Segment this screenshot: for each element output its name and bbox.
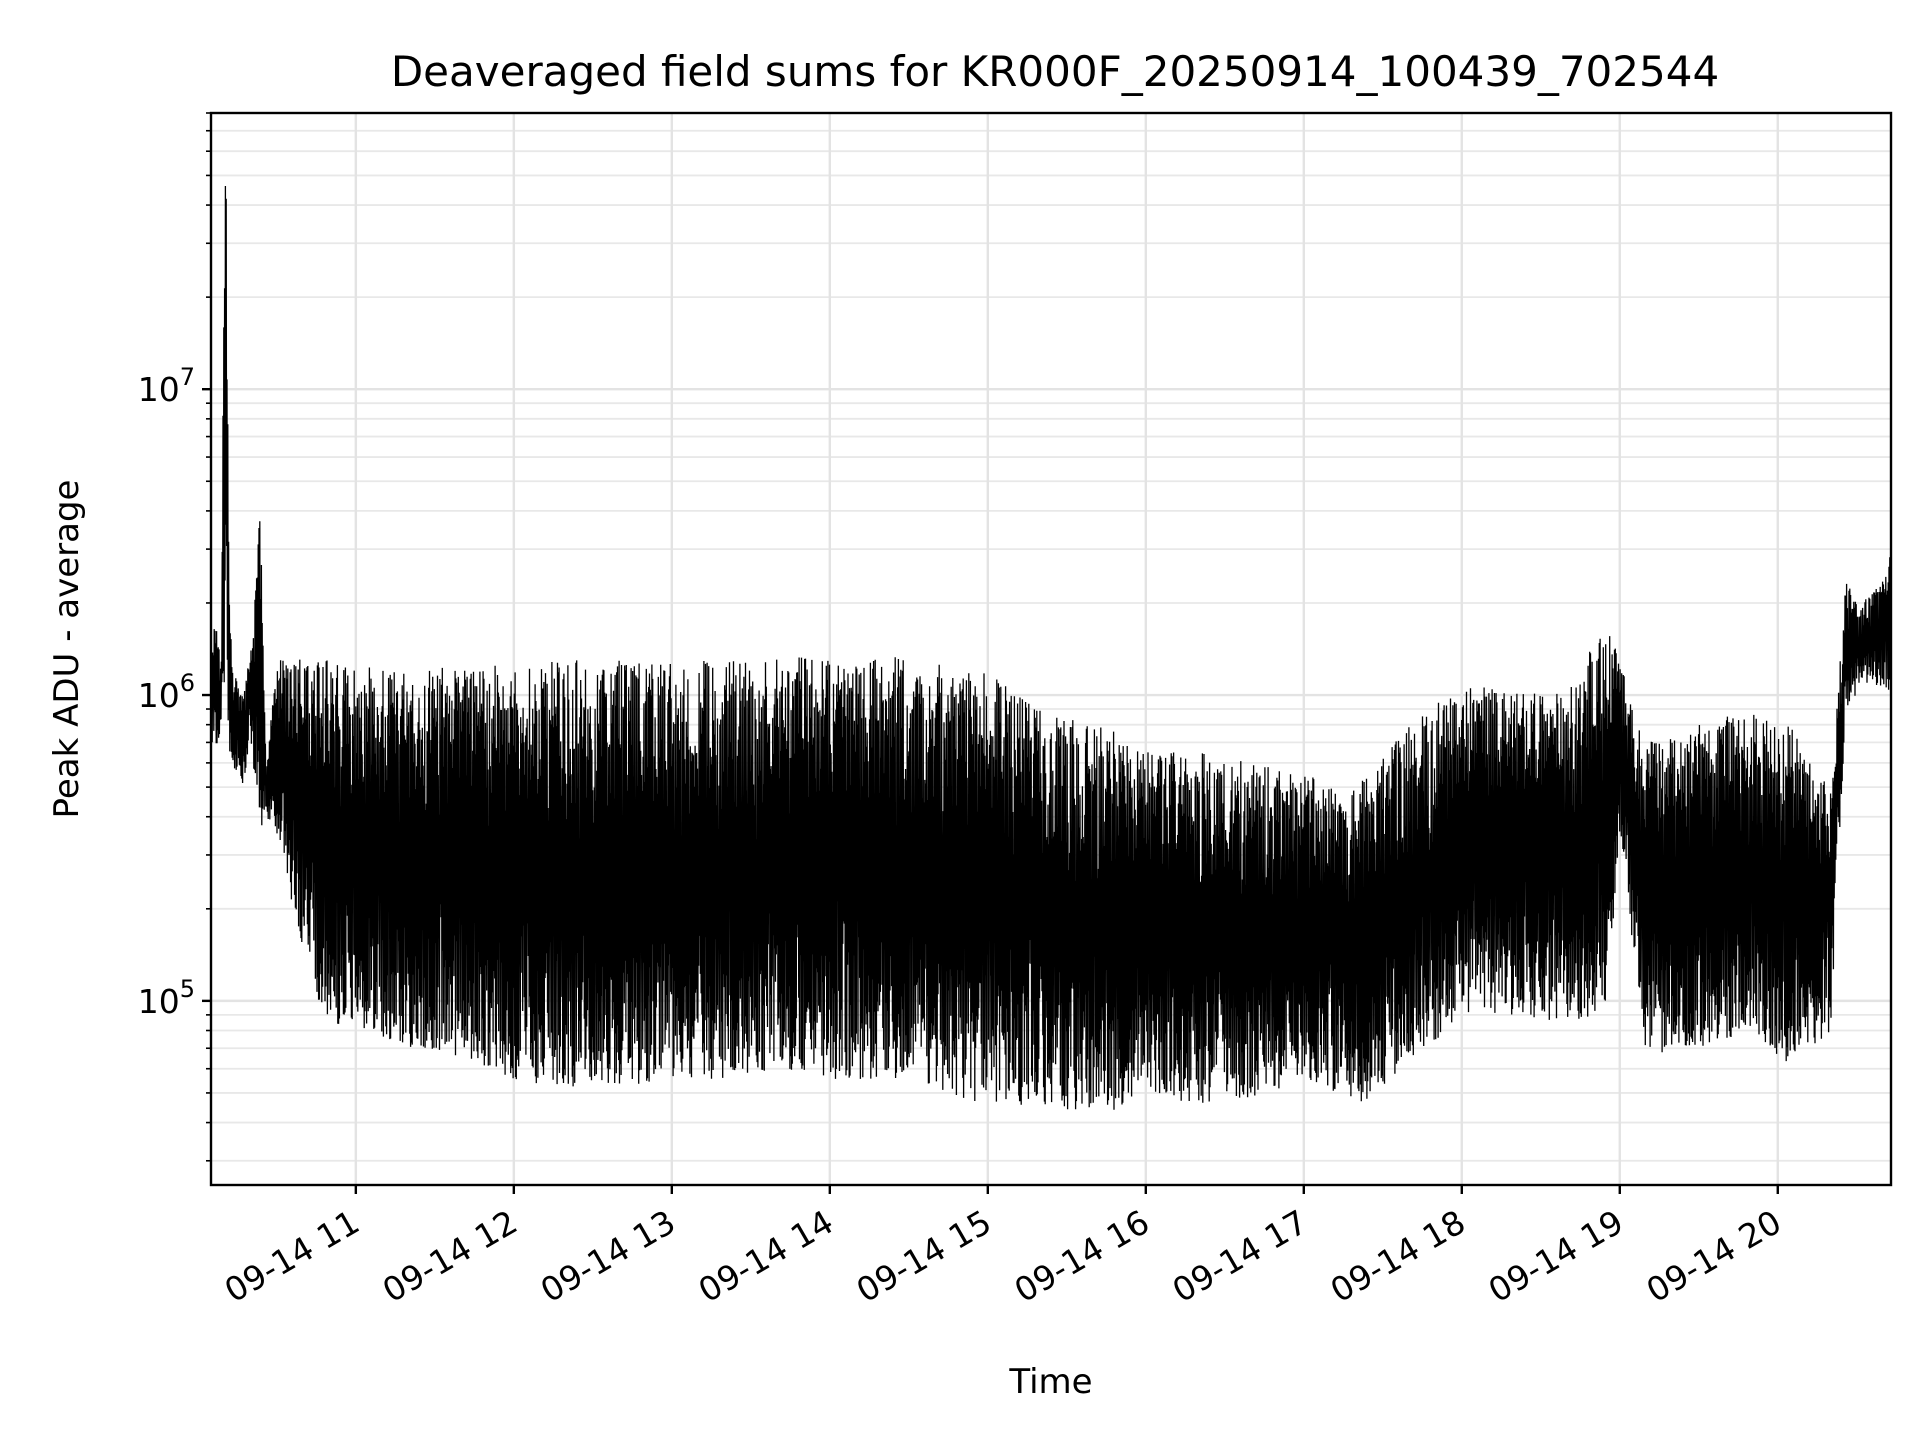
plot-frame <box>209 111 1893 1187</box>
series-line <box>210 185 1892 1110</box>
y-tick-label-base: 10 <box>138 370 180 409</box>
series-group <box>210 185 1892 1110</box>
y-tick-label-exponent: 7 <box>180 363 195 391</box>
y-tick-label: 105 <box>138 975 195 1021</box>
y-tick-label: 107 <box>138 363 195 409</box>
y-tick-label: 106 <box>138 669 195 715</box>
y-tick-label-base: 10 <box>138 676 180 715</box>
y-tick-label-exponent: 5 <box>180 975 195 1003</box>
y-tick-label-base: 10 <box>138 982 180 1021</box>
y-tick-label-exponent: 6 <box>180 669 195 697</box>
x-axis-label: Time <box>1008 1362 1092 1402</box>
y-axis-label: Peak ADU - average <box>47 480 87 819</box>
chart-title: Deaveraged field sums for KR000F_2025091… <box>391 47 1719 96</box>
